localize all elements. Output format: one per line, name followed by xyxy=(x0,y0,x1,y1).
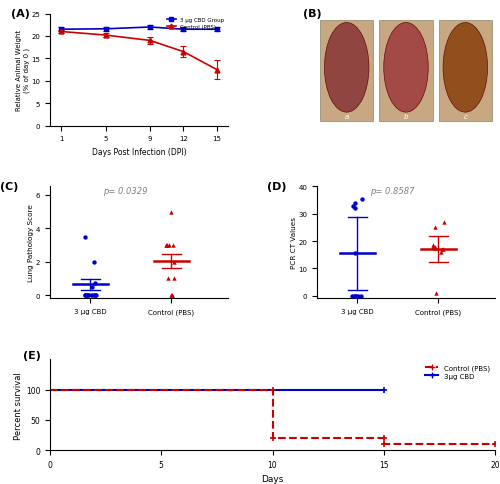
Point xyxy=(352,292,360,300)
Point xyxy=(162,242,170,249)
Point xyxy=(432,289,440,297)
Point xyxy=(168,292,176,300)
Text: (C): (C) xyxy=(0,182,18,192)
Point xyxy=(431,224,439,232)
X-axis label: Days Post Infection (DPI): Days Post Infection (DPI) xyxy=(92,148,186,156)
Point xyxy=(431,244,439,252)
Bar xyxy=(380,21,432,122)
X-axis label: Days: Days xyxy=(262,474,283,484)
Text: b: b xyxy=(404,114,408,120)
Point xyxy=(92,292,100,300)
Point xyxy=(352,250,360,258)
Point xyxy=(170,275,178,283)
Point xyxy=(165,242,173,249)
Point xyxy=(82,292,90,300)
Point xyxy=(81,292,89,300)
Point xyxy=(170,242,177,249)
Point xyxy=(350,199,358,207)
Point xyxy=(438,246,446,254)
Text: (E): (E) xyxy=(24,350,41,361)
Point xyxy=(429,242,437,250)
Point xyxy=(351,205,359,213)
Point xyxy=(170,258,178,266)
Point xyxy=(437,249,445,257)
Point xyxy=(167,208,175,216)
Ellipse shape xyxy=(324,23,369,113)
Legend: 3 µg CBD Group, Control (PBS): 3 µg CBD Group, Control (PBS) xyxy=(166,17,225,31)
Point xyxy=(430,243,438,251)
Point xyxy=(81,233,89,241)
Point xyxy=(84,292,92,300)
Point xyxy=(350,292,358,300)
Point xyxy=(84,292,92,300)
Ellipse shape xyxy=(384,23,428,113)
Text: a: a xyxy=(344,114,349,120)
Text: (A): (A) xyxy=(11,9,30,19)
Point xyxy=(91,292,99,300)
Point xyxy=(92,280,100,287)
Text: (B): (B) xyxy=(303,9,322,19)
Point xyxy=(164,275,172,283)
Text: (D): (D) xyxy=(267,182,286,192)
Point xyxy=(163,242,171,249)
Y-axis label: Lung Pathology Score: Lung Pathology Score xyxy=(28,204,34,282)
Y-axis label: Relative Animal Weight
(% of day 0 ): Relative Animal Weight (% of day 0 ) xyxy=(16,30,30,111)
Point xyxy=(429,243,437,251)
Bar xyxy=(320,21,374,122)
Point xyxy=(349,202,357,210)
Ellipse shape xyxy=(443,23,488,113)
Text: p= 0.0329: p= 0.0329 xyxy=(104,187,148,196)
Y-axis label: PCR CT Values: PCR CT Values xyxy=(291,217,297,269)
Point xyxy=(163,242,171,249)
Point xyxy=(440,219,448,227)
Point xyxy=(354,292,362,300)
Point xyxy=(90,258,98,266)
Point xyxy=(88,283,96,291)
Point xyxy=(89,292,97,300)
Point xyxy=(167,292,175,300)
Legend: Control (PBS), 3µg CBD: Control (PBS), 3µg CBD xyxy=(423,363,492,380)
Point xyxy=(81,292,89,300)
Point xyxy=(82,292,90,300)
Point xyxy=(87,292,95,300)
Point xyxy=(358,292,366,300)
Y-axis label: Percent survival: Percent survival xyxy=(14,371,23,439)
Point xyxy=(348,292,356,300)
Point xyxy=(168,292,175,300)
Bar xyxy=(438,21,492,122)
Text: c: c xyxy=(464,114,468,120)
Text: p= 0.8587: p= 0.8587 xyxy=(370,187,415,196)
Point xyxy=(438,246,446,254)
Point xyxy=(351,292,359,300)
Point xyxy=(91,292,99,300)
Point xyxy=(358,196,366,203)
